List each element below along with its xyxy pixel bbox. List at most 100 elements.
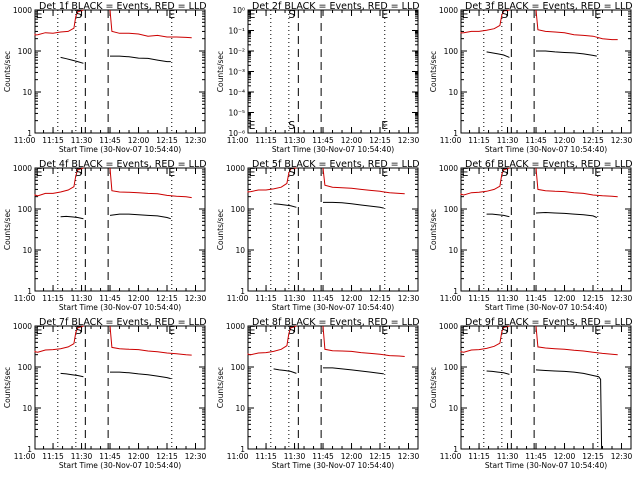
marker-label-s: S — [501, 8, 508, 21]
lld-series-line — [34, 325, 84, 353]
x-axis-label: Start Time (30-Nov-07 10:54:40) — [272, 461, 394, 470]
events-series-line — [536, 50, 597, 57]
x-tick-label: 11:30 — [71, 294, 93, 303]
x-axis-label: Start Time (30-Nov-07 10:54:40) — [485, 145, 607, 154]
y-axis-label: Counts/sec — [429, 367, 438, 408]
panel-title: Det 6f BLACK = Events, RED = LLD — [465, 159, 633, 170]
y-tick-label: 10⁻¹ — [228, 27, 245, 36]
y-tick-label: 1 — [27, 445, 32, 454]
x-tick-label: 12:00 — [554, 294, 576, 303]
y-tick-label: 1 — [240, 445, 245, 454]
panel-title: Det 9f BLACK = Events, RED = LLD — [465, 317, 633, 328]
marker-label-e: E — [462, 324, 469, 337]
y-tick-label: 100 — [444, 205, 459, 214]
x-tick-label: 11:15 — [255, 136, 277, 145]
x-tick-label: 12:15 — [582, 452, 604, 461]
marker-label-s: S — [501, 166, 508, 179]
marker-label-e: E — [249, 324, 256, 337]
events-series-line — [486, 51, 510, 58]
marker-label-e: E — [249, 119, 256, 132]
panel-5: Det 5f BLACK = Events, RED = LLD 1 10 100 10… — [216, 159, 420, 312]
y-tick-label: 10 — [448, 246, 458, 255]
plot-frame — [460, 9, 632, 134]
y-axis-label: Counts/sec — [216, 209, 225, 250]
y-tick-label: 1 — [453, 129, 458, 138]
x-tick-label: 11:00 — [440, 136, 462, 145]
marker-label-e: E — [462, 8, 469, 21]
x-tick-label: 11:00 — [227, 136, 249, 145]
x-tick-label: 11:45 — [525, 294, 547, 303]
marker-label-s: S — [501, 324, 508, 337]
events-series-line — [323, 367, 384, 375]
x-tick-label: 12:00 — [128, 452, 150, 461]
y-tick-label: 1000 — [13, 164, 32, 173]
x-tick-label: 12:30 — [611, 136, 633, 145]
x-axis-label: Start Time (30-Nov-07 10:54:40) — [272, 303, 394, 312]
marker-label-e: E — [594, 8, 601, 21]
panel-title: Det 2f BLACK = Events, RED = LLD — [252, 1, 420, 12]
marker-label-s: S — [288, 166, 295, 179]
events-series-line — [273, 203, 297, 208]
x-tick-label: 11:15 — [255, 452, 277, 461]
x-tick-label: 11:45 — [312, 294, 334, 303]
y-tick-label: 10 — [235, 404, 245, 413]
marker-label-s: S — [288, 119, 295, 132]
x-tick-label: 11:00 — [440, 294, 462, 303]
y-axis-label: Counts/sec — [216, 367, 225, 408]
x-tick-label: 11:45 — [525, 452, 547, 461]
y-axis-label: Counts/sec — [216, 51, 225, 92]
y-tick-label: 10⁻⁴ — [228, 88, 245, 97]
marker-label-s: S — [288, 8, 295, 21]
x-tick-label: 12:30 — [185, 452, 207, 461]
x-tick-label: 12:00 — [128, 136, 150, 145]
x-axis-label: Start Time (30-Nov-07 10:54:40) — [59, 303, 181, 312]
plot-frame — [34, 167, 206, 292]
marker-label-e: E — [381, 166, 388, 179]
lld-series-line — [34, 167, 84, 197]
x-tick-label: 11:15 — [42, 136, 64, 145]
x-tick-label: 12:30 — [398, 136, 420, 145]
x-tick-label: 12:30 — [398, 294, 420, 303]
y-tick-label: 1 — [453, 445, 458, 454]
marker-label-s: S — [75, 8, 82, 21]
lld-series-line — [109, 325, 192, 356]
x-tick-label: 12:30 — [611, 294, 633, 303]
x-tick-label: 11:00 — [14, 294, 36, 303]
y-tick-label: 1 — [240, 287, 245, 296]
lld-series-line — [247, 325, 297, 356]
panel-title: Det 1f BLACK = Events, RED = LLD — [39, 1, 207, 12]
x-tick-label: 12:00 — [128, 294, 150, 303]
y-tick-label: 10⁰ — [232, 6, 245, 15]
panel-2: Det 2f BLACK = Events, RED = LLD 10⁻⁶ 10⁻⁵… — [216, 1, 420, 154]
y-tick-label: 10 — [448, 404, 458, 413]
plot-frame — [247, 167, 419, 292]
y-axis-label: Counts/sec — [3, 367, 12, 408]
marker-label-e: E — [381, 8, 388, 21]
x-tick-label: 11:30 — [71, 452, 93, 461]
x-tick-label: 12:15 — [582, 294, 604, 303]
y-tick-label: 10⁻⁶ — [228, 129, 245, 138]
panel-title: Det 4f BLACK = Events, RED = LLD — [39, 159, 207, 170]
x-tick-label: 11:45 — [312, 136, 334, 145]
events-series-line — [486, 370, 510, 375]
events-series-line — [323, 201, 384, 209]
x-tick-label: 11:30 — [497, 136, 519, 145]
lld-series-line — [460, 325, 510, 353]
y-tick-label: 1000 — [439, 6, 458, 15]
plot-frame — [247, 325, 419, 450]
y-tick-label: 1 — [27, 129, 32, 138]
y-axis-label: Counts/sec — [429, 209, 438, 250]
x-tick-label: 11:00 — [14, 136, 36, 145]
panel-title: Det 8f BLACK = Events, RED = LLD — [252, 317, 420, 328]
x-tick-label: 11:45 — [525, 136, 547, 145]
x-tick-label: 11:00 — [227, 452, 249, 461]
x-tick-label: 11:30 — [497, 452, 519, 461]
x-tick-label: 12:15 — [156, 452, 178, 461]
y-tick-label: 10 — [22, 404, 32, 413]
lld-series-line — [460, 9, 510, 34]
x-tick-label: 12:30 — [398, 452, 420, 461]
x-tick-label: 11:30 — [71, 136, 93, 145]
lld-series-line — [535, 167, 618, 198]
events-series-line — [273, 368, 297, 374]
